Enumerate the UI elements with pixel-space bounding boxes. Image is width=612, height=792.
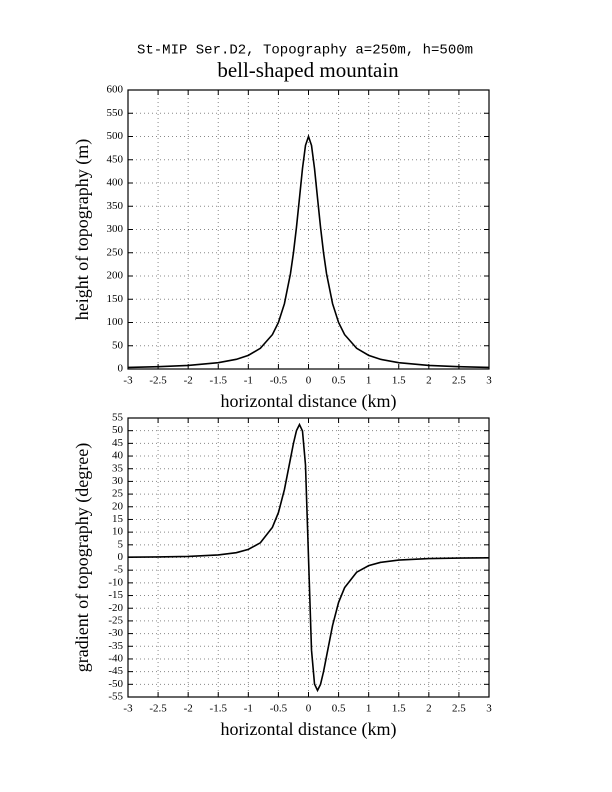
x-tick-label: 2 bbox=[426, 375, 432, 387]
y-tick-label: -20 bbox=[108, 602, 123, 614]
x-tick-label: -3 bbox=[123, 375, 133, 387]
plot-frame bbox=[127, 417, 490, 698]
y-tick-label: 250 bbox=[107, 246, 124, 258]
x-tick-label: -2 bbox=[184, 703, 193, 715]
y-axis-label: gradient of topography (degree) bbox=[72, 443, 93, 672]
x-tick-label: 1.5 bbox=[392, 703, 406, 715]
line bbox=[127, 133, 490, 369]
plot-frame bbox=[127, 89, 490, 370]
x-tick-label: -1 bbox=[244, 375, 253, 387]
y-tick-label: 600 bbox=[107, 84, 124, 96]
x-tick-label: 0 bbox=[306, 703, 312, 715]
x-tick-label: 0 bbox=[306, 375, 312, 387]
y-tick-label: -50 bbox=[108, 678, 123, 690]
y-tick-label: 150 bbox=[107, 293, 124, 305]
y-tick-label: 0 bbox=[118, 363, 124, 375]
y-tick-label: -30 bbox=[108, 627, 123, 639]
x-tick-label: 1.5 bbox=[392, 375, 406, 387]
x-tick-label: 2.5 bbox=[452, 703, 466, 715]
line bbox=[127, 422, 490, 693]
y-tick-label: 500 bbox=[107, 130, 124, 142]
x-tick-label: 0.5 bbox=[332, 375, 346, 387]
x-axis-label: horizontal distance (km) bbox=[221, 391, 397, 412]
x-tick-label: -2.5 bbox=[149, 703, 167, 715]
y-tick-label: 40 bbox=[112, 450, 124, 462]
y-tick-label: 0 bbox=[118, 551, 124, 563]
y-tick-label: 400 bbox=[107, 177, 124, 189]
x-tick-label: 3 bbox=[486, 703, 492, 715]
y-tick-label: -15 bbox=[108, 589, 123, 601]
x-tick-label: -2.5 bbox=[149, 375, 167, 387]
y-tick-label: 50 bbox=[112, 339, 124, 351]
x-tick-label: -0.5 bbox=[270, 375, 288, 387]
x-tick-label: -1.5 bbox=[210, 375, 228, 387]
y-tick-label: -40 bbox=[108, 652, 123, 664]
y-tick-label: -45 bbox=[108, 665, 123, 677]
x-tick-label: 2.5 bbox=[452, 375, 466, 387]
y-tick-label: 50 bbox=[112, 424, 124, 436]
y-tick-label: 45 bbox=[112, 437, 124, 449]
y-tick-label: 550 bbox=[107, 107, 124, 119]
x-tick-label: -1 bbox=[244, 703, 253, 715]
y-tick-label: -55 bbox=[108, 691, 123, 703]
y-tick-label: 5 bbox=[118, 538, 124, 550]
x-tick-label: -3 bbox=[123, 703, 133, 715]
y-tick-label: 55 bbox=[112, 412, 124, 424]
subtitle: St-MIP Ser.D2, Topography a=250m, h=500m bbox=[137, 43, 473, 59]
chart-title: bell-shaped mountain bbox=[217, 58, 399, 82]
x-axis-label: horizontal distance (km) bbox=[221, 719, 397, 740]
y-axis-label: height of topography (m) bbox=[72, 139, 93, 320]
y-tick-label: -35 bbox=[108, 640, 123, 652]
y-tick-label: -5 bbox=[114, 564, 124, 576]
y-tick-label: 25 bbox=[112, 488, 124, 500]
y-tick-label: 30 bbox=[112, 475, 124, 487]
x-tick-label: 0.5 bbox=[332, 703, 346, 715]
x-tick-label: 2 bbox=[426, 703, 432, 715]
y-tick-label: 200 bbox=[107, 270, 124, 282]
x-tick-label: -2 bbox=[184, 375, 193, 387]
x-tick-label: -1.5 bbox=[210, 703, 228, 715]
y-tick-label: 35 bbox=[112, 462, 124, 474]
y-tick-label: 350 bbox=[107, 200, 124, 212]
x-tick-label: 1 bbox=[366, 703, 372, 715]
y-tick-label: -10 bbox=[108, 576, 123, 588]
y-tick-label: 300 bbox=[107, 223, 124, 235]
x-tick-label: 3 bbox=[486, 375, 492, 387]
y-tick-label: 20 bbox=[112, 500, 124, 512]
y-tick-label: -25 bbox=[108, 614, 123, 626]
y-tick-label: 100 bbox=[107, 316, 124, 328]
y-tick-label: 15 bbox=[112, 513, 124, 525]
x-tick-label: -0.5 bbox=[270, 703, 288, 715]
x-tick-label: 1 bbox=[366, 375, 372, 387]
y-tick-label: 10 bbox=[112, 526, 124, 538]
y-tick-label: 450 bbox=[107, 153, 124, 165]
